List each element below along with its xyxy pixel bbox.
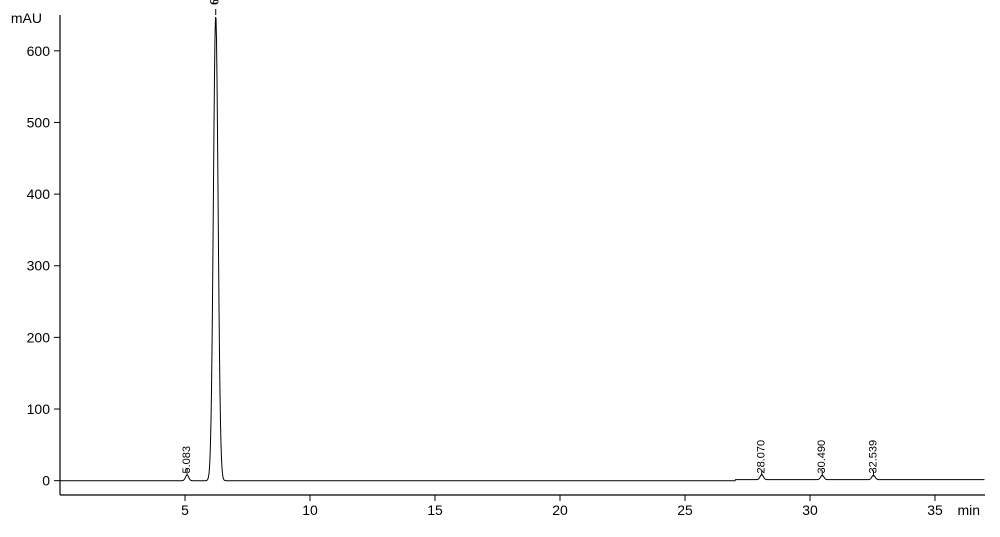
chart-svg: 0 100 200 300 400 500 600 mAU 5 10 15 20 25 30 35 min 5.… [0, 0, 1000, 537]
x-tick-label: 25 [677, 502, 693, 518]
peak-label: 5.083 [181, 446, 193, 474]
peak-label: 28.070 [756, 440, 768, 474]
chromatogram-trace [60, 17, 985, 481]
main-peak-label: 6. 229 [207, 0, 222, 5]
y-tick-label: 600 [27, 43, 51, 59]
x-tick-label: 15 [427, 502, 443, 518]
y-tick-label: 300 [27, 258, 51, 274]
y-axis-label: mAU [11, 10, 42, 26]
y-tick-label: 200 [27, 329, 51, 345]
peak-label: 30.490 [816, 440, 828, 474]
y-tick-label: 400 [27, 186, 51, 202]
y-tick-label: 500 [27, 114, 51, 130]
x-tick-label: 30 [802, 502, 818, 518]
chromatogram-chart: 0 100 200 300 400 500 600 mAU 5 10 15 20 25 30 35 min 5.… [0, 0, 1000, 537]
x-tick-label: 35 [927, 502, 943, 518]
x-tick-label: 10 [302, 502, 318, 518]
y-tick-label: 0 [42, 473, 50, 489]
peak-label: 32.539 [867, 440, 879, 474]
y-tick-label: 100 [27, 401, 51, 417]
x-axis-label: min [957, 502, 980, 518]
x-tick-label: 20 [552, 502, 568, 518]
x-tick-label: 5 [181, 502, 189, 518]
